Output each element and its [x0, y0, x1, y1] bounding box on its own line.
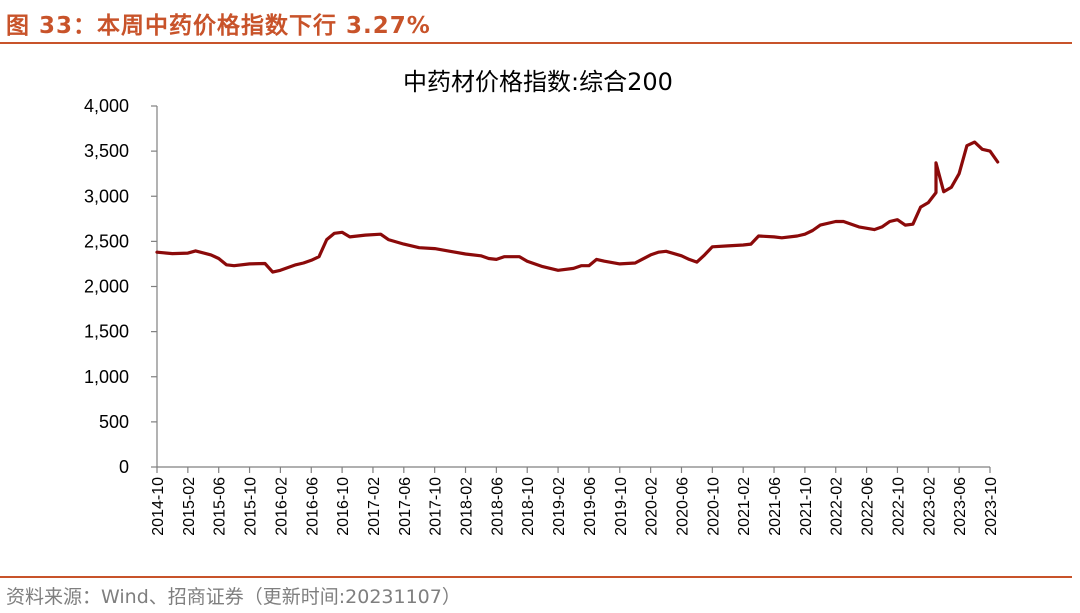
x-tick-label: 2022-10: [890, 477, 907, 536]
x-tick-label: 2022-06: [860, 477, 877, 536]
footer-rule: [0, 576, 1072, 578]
x-tick-label: 2019-06: [582, 477, 599, 536]
x-tick-label: 2021-02: [736, 477, 753, 536]
x-tick-label: 2016-02: [273, 477, 290, 536]
x-tick-label: 2023-06: [952, 477, 969, 536]
y-axis: 0 500 1,000 1,500 2,000 2,500 3,000 3,500 4,000: [84, 96, 158, 477]
x-tick-label: 2023-02: [921, 477, 938, 536]
x-tick-label: 2018-06: [489, 477, 506, 536]
figure-header: 图 33：本周中药价格指数下行 3.27%: [0, 0, 1080, 44]
x-tick-label: 2015-02: [181, 477, 198, 536]
x-tick-label: 2020-02: [644, 477, 661, 536]
x-tick-label: 2016-10: [335, 477, 352, 536]
x-axis: 2014-10 2015-02 2015-06 2015-10 2016-02 2016-…: [150, 466, 1000, 536]
series-line: [155, 140, 1000, 274]
x-tick-label: 2021-06: [767, 477, 784, 536]
x-tick-label: 2018-02: [459, 477, 476, 536]
x-tick-label: 2021-10: [798, 477, 815, 536]
y-tick-label: 4,000: [84, 96, 129, 116]
source-note: 资料来源：Wind、招商证券（更新时间:20231107）: [6, 586, 461, 608]
x-tick-label: 2019-10: [613, 477, 630, 536]
x-tick-label: 2017-02: [366, 477, 383, 536]
chart-title: 中药材价格指数:综合200: [403, 68, 673, 96]
x-tick-label: 2018-10: [520, 477, 537, 536]
y-tick-label: 1,000: [84, 367, 129, 387]
x-tick-label: 2014-10: [150, 477, 167, 536]
x-tick-label: 2020-10: [705, 477, 722, 536]
y-tick-label: 3,500: [84, 141, 129, 161]
plot-area: [155, 140, 1000, 274]
x-tick-label: 2015-10: [243, 477, 260, 536]
x-tick-label: 2016-06: [304, 477, 321, 536]
y-tick-label: 2,000: [84, 277, 129, 297]
y-tick-label: 500: [99, 412, 129, 432]
x-tick-label: 2015-06: [212, 477, 229, 536]
line-chart: 中药材价格指数:综合200 0 500 1,000 1,500 2,000 2,500 3,…: [84, 68, 1000, 536]
x-tick-label: 2019-02: [551, 477, 568, 536]
y-tick-label: 2,500: [84, 231, 129, 251]
y-tick-label: 0: [119, 457, 129, 477]
x-tick-label: 2017-10: [428, 477, 445, 536]
y-tick-label: 3,000: [84, 186, 129, 206]
x-tick-label: 2020-06: [674, 477, 691, 536]
x-tick-label: 2023-10: [983, 477, 1000, 536]
header-rule: [0, 42, 1072, 44]
x-tick-label: 2022-02: [829, 477, 846, 536]
figure-caption: 图 33：本周中药价格指数下行 3.27%: [6, 13, 431, 39]
x-tick-label: 2017-06: [397, 477, 414, 536]
y-tick-label: 1,500: [84, 322, 129, 342]
